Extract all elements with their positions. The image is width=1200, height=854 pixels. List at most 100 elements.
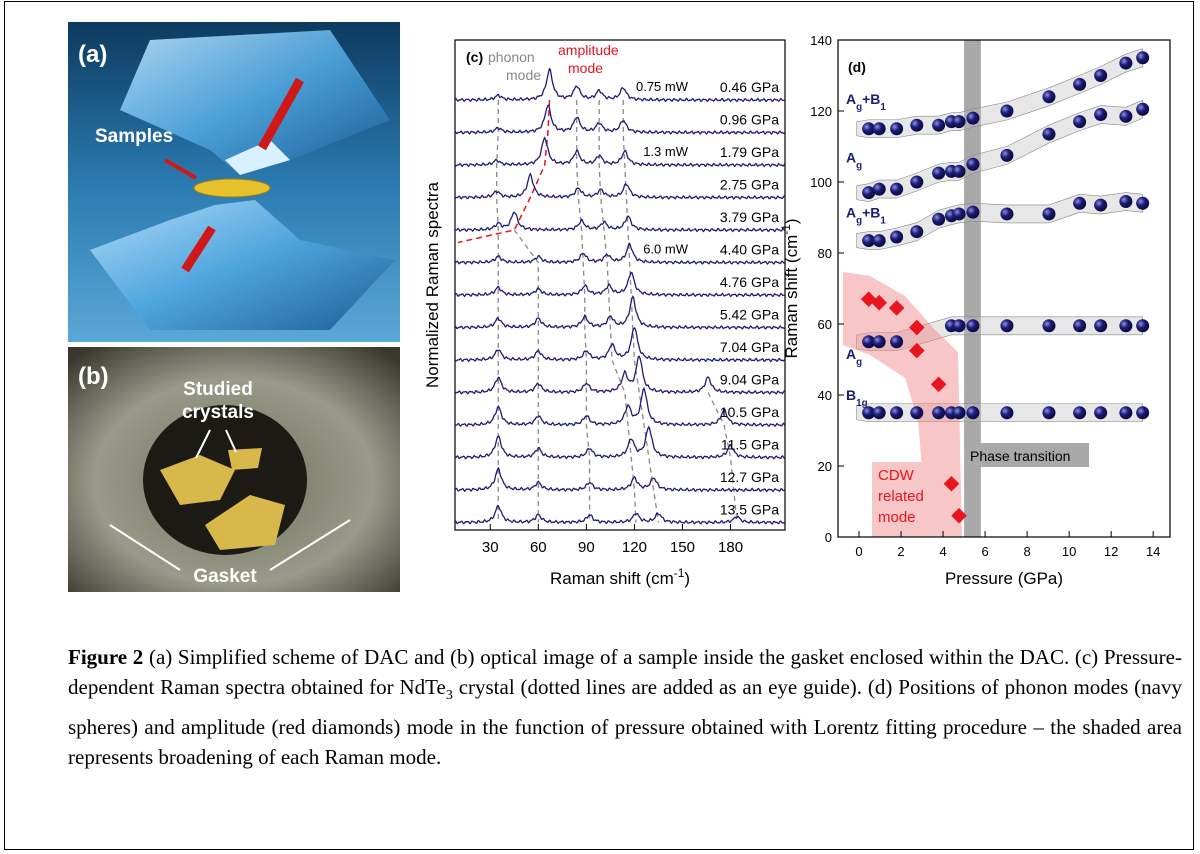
x-tick-label: 2	[897, 544, 904, 559]
series-label: 5.42 GPa	[720, 307, 779, 323]
caption-text: 3	[446, 689, 453, 704]
phonon-point	[1094, 319, 1107, 332]
phonon-point	[910, 225, 923, 238]
cdw-label: related	[878, 488, 924, 505]
guide-line	[514, 230, 538, 523]
crystal	[228, 448, 262, 470]
series-label: 10.5 GPa	[720, 404, 779, 420]
series-label: 0.96 GPa	[720, 112, 779, 128]
caption: Figure 2 (a) Simplified scheme of DAC an…	[68, 642, 1182, 773]
phonon-annotation: phonon	[488, 49, 535, 65]
phonon-point	[890, 122, 903, 135]
phonon-point	[1000, 105, 1013, 118]
phonon-point	[1119, 57, 1132, 70]
y-tick-label: 140	[810, 33, 832, 48]
series-label: 12.7 GPa	[720, 469, 779, 485]
phonon-point	[1073, 197, 1086, 210]
text-part: -1	[779, 224, 793, 235]
text-part: -1	[674, 566, 685, 580]
series-label: 0.46 GPa	[720, 79, 779, 95]
panel-label: (a)	[78, 41, 107, 68]
caption-text: Figure 2	[68, 645, 143, 669]
phonon-point	[953, 319, 966, 332]
mode-label: Ag+B1	[846, 91, 886, 113]
series-label: 9.04 GPa	[720, 372, 779, 388]
text-part: A	[846, 205, 856, 221]
phonon-point	[1136, 406, 1149, 419]
x-tick-label: 120	[622, 539, 647, 556]
phonon-point	[953, 115, 966, 128]
phonon-point	[966, 112, 979, 125]
amplitude-annotation: amplitude	[558, 42, 619, 58]
phonon-point	[910, 176, 923, 189]
x-tick-label: 4	[939, 544, 946, 559]
text-part: g	[856, 160, 862, 171]
phonon-point	[1119, 406, 1132, 419]
guide-line	[623, 100, 658, 523]
x-tick-label: 12	[1104, 544, 1118, 559]
phonon-point	[873, 183, 886, 196]
text-part: )	[684, 569, 690, 588]
phonon-point	[1136, 197, 1149, 210]
phonon-point	[1119, 319, 1132, 332]
y-tick-label: 120	[810, 104, 832, 119]
panel-label: (c)	[466, 49, 483, 65]
phonon-point	[1136, 319, 1149, 332]
phase-label: Phase transition	[970, 448, 1070, 464]
phonon-point	[910, 119, 923, 132]
phonon-point	[1073, 406, 1086, 419]
amplitude-guide	[458, 100, 550, 243]
text-part: Raman shift (cm	[782, 235, 801, 359]
phonon-point	[1136, 51, 1149, 64]
phonon-point	[1073, 115, 1086, 128]
x-tick-label: 0	[855, 544, 862, 559]
phonon-point	[1073, 78, 1086, 91]
text-part: Raman shift (cm	[550, 569, 674, 588]
phonon-point	[1094, 406, 1107, 419]
gasket-label: Gasket	[193, 566, 257, 587]
text-part: A	[846, 91, 856, 107]
cdw-label: CDW	[878, 467, 915, 484]
text-part: )	[782, 219, 801, 225]
x-tick-label: 14	[1146, 544, 1160, 559]
mode-label: Ag	[846, 150, 862, 172]
text-part: 1	[880, 101, 886, 112]
phonon-point	[1042, 90, 1055, 103]
y-tick-label: 20	[818, 459, 832, 474]
phonon-point	[1000, 207, 1013, 220]
page: {"panels": { "a": {"label": "(a)", "samp…	[0, 0, 1200, 854]
phonon-point	[932, 406, 945, 419]
panel-a: (a) Samples	[68, 22, 400, 342]
sample-gasket	[194, 179, 270, 197]
phonon-point	[1094, 199, 1107, 212]
phonon-point	[932, 167, 945, 180]
x-tick-label: 150	[670, 539, 695, 556]
series-label: 1.79 GPa	[720, 144, 779, 160]
series-label: 13.5 GPa	[720, 502, 779, 518]
phonon-point	[1000, 406, 1013, 419]
phonon-point	[953, 406, 966, 419]
y-tick-label: 60	[818, 317, 832, 332]
phonon-point	[890, 183, 903, 196]
phonon-point	[932, 119, 945, 132]
phonon-point	[966, 206, 979, 219]
phonon-point	[953, 165, 966, 178]
phonon-point	[1000, 319, 1013, 332]
phonon-point	[1094, 108, 1107, 121]
series-label: 7.04 GPa	[720, 339, 779, 355]
panel-label: (d)	[848, 59, 866, 75]
text-part: +B	[862, 91, 880, 107]
panel-b: (b) Studied crystals Gasket	[68, 347, 400, 592]
phonon-point	[1094, 69, 1107, 82]
x-tick-label: 180	[718, 539, 743, 556]
power-label: 1.3 mW	[643, 144, 689, 159]
crystals-label: Studied	[183, 379, 253, 400]
text-part: A	[846, 150, 856, 166]
text-part: +B	[862, 205, 880, 221]
phonon-point	[1119, 195, 1132, 208]
phonon-point	[1000, 149, 1013, 162]
x-tick-label: 90	[578, 539, 595, 556]
y-tick-label: 40	[818, 388, 832, 403]
phonon-point	[932, 213, 945, 226]
series-label: 3.79 GPa	[720, 209, 779, 225]
